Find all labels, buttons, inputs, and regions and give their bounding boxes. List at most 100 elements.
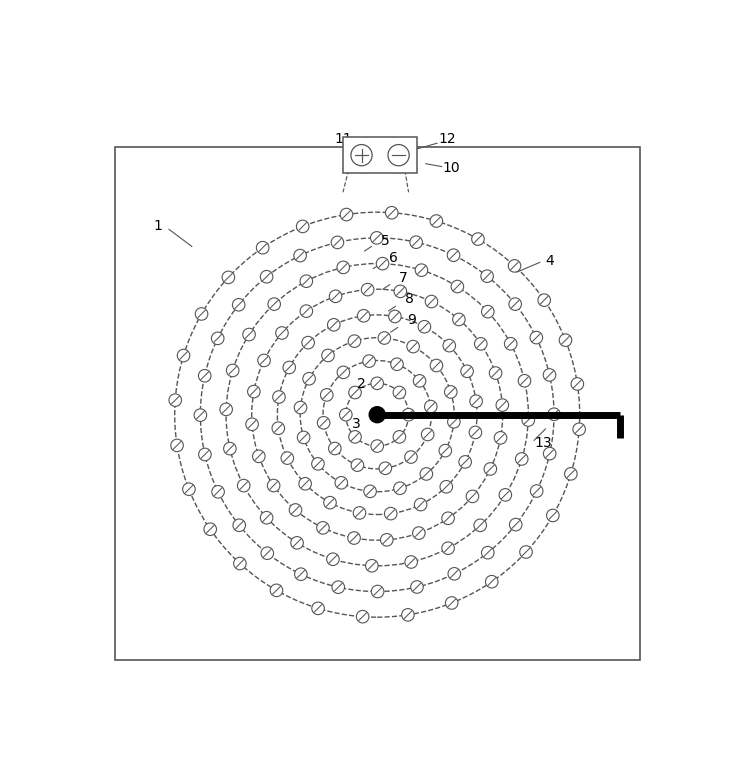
Circle shape: [212, 486, 224, 498]
Circle shape: [393, 431, 406, 443]
Circle shape: [224, 442, 236, 455]
Text: 12: 12: [438, 132, 456, 146]
Circle shape: [378, 332, 391, 345]
Circle shape: [261, 511, 273, 524]
Circle shape: [199, 369, 211, 382]
Circle shape: [363, 355, 375, 367]
Circle shape: [331, 236, 344, 248]
Circle shape: [299, 477, 311, 490]
Text: 8: 8: [405, 293, 414, 307]
Circle shape: [272, 422, 285, 435]
Circle shape: [405, 556, 417, 568]
Circle shape: [358, 310, 370, 322]
Circle shape: [335, 476, 347, 489]
Circle shape: [447, 416, 460, 428]
Circle shape: [522, 414, 534, 426]
Circle shape: [466, 490, 478, 503]
Circle shape: [425, 296, 438, 308]
Circle shape: [442, 542, 454, 555]
Circle shape: [328, 442, 341, 455]
Circle shape: [233, 519, 246, 532]
Circle shape: [515, 452, 528, 466]
Circle shape: [370, 231, 383, 244]
Circle shape: [369, 407, 385, 423]
Circle shape: [371, 377, 383, 390]
Circle shape: [312, 602, 325, 615]
Circle shape: [291, 536, 303, 549]
Circle shape: [402, 608, 414, 621]
Circle shape: [337, 366, 350, 379]
Circle shape: [394, 482, 406, 494]
Circle shape: [496, 399, 509, 411]
Circle shape: [520, 546, 532, 558]
Circle shape: [261, 271, 273, 283]
Circle shape: [211, 332, 224, 345]
Circle shape: [300, 275, 313, 287]
Circle shape: [469, 426, 481, 438]
Circle shape: [258, 354, 270, 367]
Circle shape: [183, 483, 195, 496]
Circle shape: [509, 518, 522, 531]
Circle shape: [339, 408, 352, 421]
Circle shape: [294, 568, 307, 580]
Text: 5: 5: [381, 234, 390, 248]
Circle shape: [393, 386, 406, 399]
Circle shape: [195, 307, 208, 320]
Circle shape: [322, 349, 334, 362]
Circle shape: [268, 298, 280, 310]
Circle shape: [509, 298, 521, 310]
Circle shape: [439, 445, 452, 457]
Circle shape: [571, 378, 584, 390]
Text: 10: 10: [443, 161, 461, 175]
Circle shape: [204, 523, 216, 535]
Circle shape: [445, 597, 458, 609]
Circle shape: [573, 423, 585, 435]
Circle shape: [366, 559, 378, 572]
Circle shape: [300, 305, 313, 317]
Circle shape: [372, 585, 384, 598]
Text: 4: 4: [545, 254, 554, 268]
Circle shape: [394, 285, 406, 298]
Circle shape: [283, 361, 296, 374]
Circle shape: [470, 395, 482, 407]
Circle shape: [475, 338, 487, 350]
Circle shape: [411, 580, 423, 594]
Circle shape: [481, 270, 493, 282]
Circle shape: [518, 375, 531, 387]
Bar: [343, 137, 417, 173]
Circle shape: [238, 480, 250, 492]
Circle shape: [261, 547, 274, 559]
Circle shape: [405, 451, 417, 463]
Circle shape: [294, 249, 306, 262]
Circle shape: [499, 489, 512, 501]
Circle shape: [403, 408, 415, 421]
Circle shape: [327, 553, 339, 566]
Circle shape: [194, 409, 207, 421]
Circle shape: [328, 318, 340, 331]
Circle shape: [348, 532, 361, 544]
Circle shape: [565, 468, 577, 480]
Text: 2: 2: [357, 377, 366, 391]
Circle shape: [486, 576, 498, 588]
Circle shape: [461, 365, 473, 378]
Circle shape: [481, 306, 494, 318]
Circle shape: [297, 220, 309, 233]
Circle shape: [351, 459, 364, 472]
Circle shape: [495, 431, 507, 444]
Circle shape: [273, 391, 286, 404]
Circle shape: [177, 349, 190, 362]
Text: 7: 7: [399, 271, 408, 285]
Circle shape: [440, 480, 453, 493]
Text: 1: 1: [153, 220, 162, 234]
Circle shape: [531, 485, 543, 497]
Circle shape: [337, 261, 350, 274]
Circle shape: [420, 468, 433, 480]
Circle shape: [379, 462, 392, 475]
Circle shape: [349, 386, 361, 399]
Circle shape: [227, 364, 239, 376]
Circle shape: [418, 320, 431, 333]
Circle shape: [311, 458, 325, 470]
Circle shape: [474, 519, 486, 532]
Circle shape: [270, 584, 283, 597]
Text: 6: 6: [389, 251, 398, 265]
